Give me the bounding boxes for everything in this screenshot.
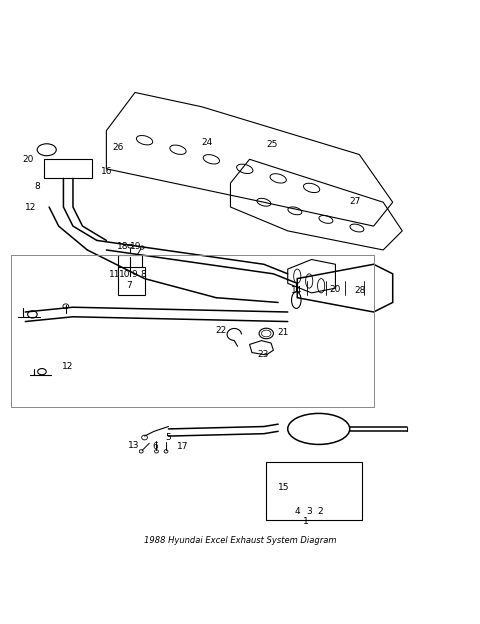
Text: 1988 Hyundai Excel Exhaust System Diagram: 1988 Hyundai Excel Exhaust System Diagra… [144, 536, 336, 545]
Text: 27: 27 [350, 197, 361, 206]
Text: 13: 13 [128, 441, 140, 450]
FancyBboxPatch shape [266, 462, 362, 520]
Text: 19: 19 [130, 241, 142, 251]
Text: 26: 26 [113, 143, 124, 152]
Text: 25: 25 [267, 140, 278, 149]
Text: 18: 18 [117, 241, 129, 251]
Text: 9: 9 [131, 270, 137, 280]
Text: 7: 7 [126, 281, 132, 290]
Text: 16: 16 [101, 167, 112, 176]
Text: 11: 11 [109, 270, 120, 280]
Text: 21: 21 [277, 328, 288, 336]
Text: 8: 8 [141, 270, 146, 280]
Text: 10: 10 [119, 270, 130, 280]
Text: 20: 20 [330, 285, 341, 294]
Text: 2: 2 [317, 507, 323, 516]
Text: 1: 1 [303, 517, 309, 527]
Text: 6: 6 [152, 442, 158, 451]
Text: 28: 28 [355, 286, 366, 295]
Text: 17: 17 [177, 442, 189, 451]
Text: 20: 20 [22, 155, 33, 163]
Text: 23: 23 [257, 351, 269, 359]
Text: 4: 4 [294, 507, 300, 516]
FancyBboxPatch shape [118, 255, 142, 278]
Text: 5: 5 [166, 432, 171, 442]
Text: 3: 3 [306, 507, 312, 516]
Text: 12: 12 [25, 203, 36, 212]
Text: 24: 24 [201, 138, 212, 147]
Text: 8: 8 [34, 182, 40, 192]
Text: 22: 22 [216, 326, 227, 334]
Text: 12: 12 [61, 363, 73, 371]
FancyBboxPatch shape [118, 266, 144, 295]
Text: 15: 15 [278, 483, 289, 492]
Text: 14: 14 [290, 286, 302, 295]
